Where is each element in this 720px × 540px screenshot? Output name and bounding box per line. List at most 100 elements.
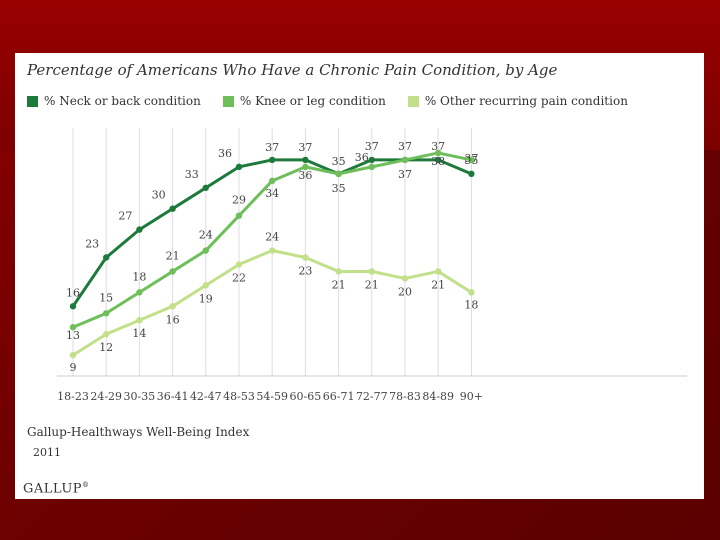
data-label: 35: [332, 182, 346, 195]
legend-swatch-other-pain: [407, 95, 419, 107]
data-point: [435, 149, 442, 157]
data-label: 37: [398, 140, 412, 153]
data-label: 27: [118, 210, 132, 223]
data-point: [468, 289, 475, 296]
legend-label-knee-leg: % Knee or leg condition: [239, 94, 386, 108]
legend-item-neck-back: % Neck or back condition: [27, 94, 201, 108]
legend-label-neck-back: % Neck or back condition: [44, 94, 201, 108]
data-point: [302, 163, 309, 171]
data-label: 9: [70, 361, 77, 374]
data-point: [136, 317, 143, 324]
data-point: [202, 247, 209, 254]
data-point: [435, 156, 442, 164]
data-point: [269, 177, 276, 185]
data-point: [302, 156, 309, 164]
legend-swatch-neck-back: [27, 95, 38, 107]
data-label: 33: [185, 168, 199, 181]
data-point: [69, 351, 77, 359]
data-point: [202, 282, 209, 289]
data-label: 20: [398, 285, 412, 298]
data-label: 36: [218, 147, 232, 160]
data-label: 21: [431, 278, 445, 291]
x-tick-label: 54-59: [256, 390, 288, 403]
data-point: [136, 226, 143, 233]
x-tick-label: 90+: [460, 390, 483, 403]
data-point: [235, 163, 243, 171]
data-point: [335, 268, 342, 275]
data-point: [335, 170, 342, 178]
legend-label-other-pain: % Other recurring pain condition: [424, 94, 628, 108]
source-year: 2011: [33, 446, 61, 459]
x-tick-label: 66-71: [323, 390, 355, 403]
data-point: [103, 330, 110, 338]
data-point: [269, 156, 276, 164]
data-point: [368, 268, 375, 275]
data-point: [202, 184, 209, 191]
data-label: 36: [355, 151, 369, 164]
data-point: [401, 275, 409, 282]
data-label: 37: [298, 141, 312, 154]
data-point: [169, 268, 176, 275]
data-label: 35: [332, 155, 346, 168]
data-point: [368, 156, 375, 164]
x-tick-label: 24-29: [90, 390, 122, 403]
data-point: [468, 170, 475, 178]
data-label: 15: [99, 291, 113, 304]
x-tick-label: 84-89: [422, 390, 454, 403]
chart-card: Percentage of Americans Who Have a Chron…: [15, 53, 704, 499]
gallup-logo: GALLUP®: [23, 481, 90, 496]
x-tick-label: 78-83: [389, 390, 421, 403]
data-label: 37: [398, 168, 412, 181]
data-point: [269, 247, 276, 254]
data-point: [136, 289, 143, 296]
data-point: [302, 254, 309, 261]
data-label: 16: [166, 313, 180, 326]
data-label: 14: [132, 327, 146, 340]
x-tick-label: 48-53: [223, 390, 255, 403]
data-label: 19: [199, 292, 213, 305]
x-tick-label: 30-35: [124, 390, 156, 403]
legend-swatch-knee-leg: [222, 95, 234, 107]
data-point: [235, 212, 243, 219]
x-tick-label: 36-41: [157, 390, 189, 403]
chart-legend: % Neck or back condition % Knee or leg c…: [27, 93, 650, 109]
gallup-logo-text: GALLUP: [23, 481, 83, 497]
data-label: 21: [166, 249, 180, 262]
data-point: [69, 303, 77, 310]
data-point: [435, 268, 442, 275]
data-label: 23: [85, 238, 99, 251]
x-tick-label: 42-47: [190, 390, 222, 403]
source-text: Gallup-Healthways Well-Being Index: [27, 425, 250, 439]
data-label: 37: [365, 140, 379, 153]
data-label: 37: [265, 141, 279, 154]
x-tick-label: 72-77: [356, 390, 388, 403]
data-point: [468, 156, 475, 164]
data-label: 36: [298, 169, 312, 182]
legend-item-knee-leg: % Knee or leg condition: [222, 94, 386, 108]
data-point: [69, 324, 77, 331]
chart-title: Percentage of Americans Who Have a Chron…: [27, 61, 558, 79]
data-label: 24: [265, 231, 279, 244]
data-label: 34: [265, 187, 279, 200]
data-point: [235, 261, 243, 268]
data-point: [368, 163, 375, 171]
data-label: 37: [431, 140, 445, 153]
data-label: 21: [332, 278, 346, 291]
data-label: 12: [99, 341, 113, 354]
data-point: [103, 254, 110, 261]
data-point: [401, 156, 409, 164]
line-chart: 18-23 24-29 30-35 36-41 42-47 48-53 54-59 60-65…: [57, 128, 687, 403]
gallup-logo-mark: ®: [82, 481, 90, 489]
data-label: 23: [298, 265, 312, 278]
data-label: 13: [66, 329, 80, 342]
data-label: 37: [464, 152, 478, 165]
legend-item-other-pain: % Other recurring pain condition: [407, 94, 628, 108]
data-label: 18: [132, 270, 146, 283]
data-point: [169, 205, 176, 212]
data-label: 18: [464, 298, 478, 311]
data-label: 22: [232, 271, 246, 284]
data-point: [103, 310, 110, 317]
data-label: 29: [232, 194, 246, 207]
x-tick-label: 18-23: [57, 390, 89, 403]
data-label: 24: [199, 229, 213, 242]
